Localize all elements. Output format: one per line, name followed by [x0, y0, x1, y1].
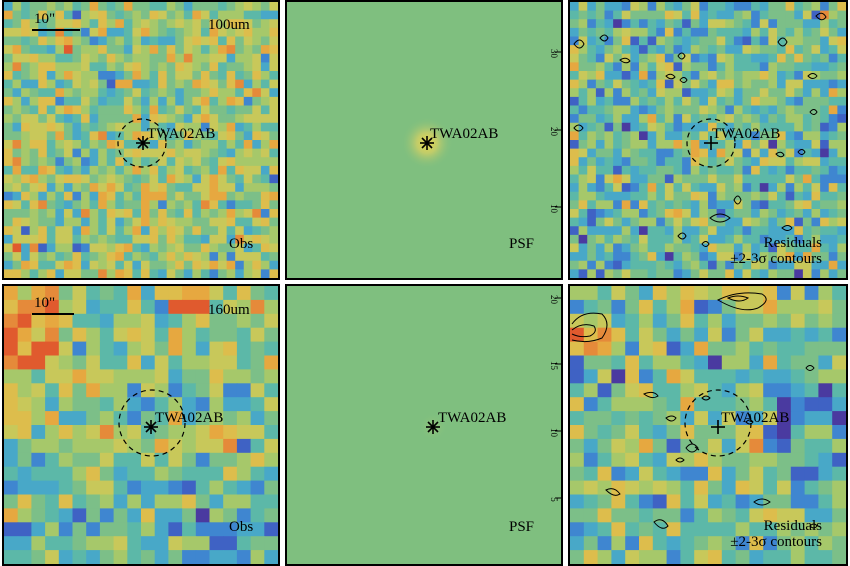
- band-label: 160um: [208, 302, 250, 318]
- scale-bar: [32, 313, 74, 315]
- panel-kind-label: Obs: [229, 519, 254, 535]
- psf-map-160um: [287, 286, 561, 564]
- tick-label: 20: [549, 295, 559, 304]
- panel-kind-label: PSF: [509, 519, 535, 535]
- contours-label: ±2-3σ contours: [730, 534, 822, 550]
- panel-kind-label: Obs: [229, 236, 254, 252]
- panel-kind-label: PSF: [509, 236, 535, 252]
- residuals-label: Residuals: [763, 518, 822, 534]
- scale-bar-label: 10": [34, 295, 56, 311]
- panel-100um-obs: 10" 100um TWA02AB Obs: [2, 0, 280, 280]
- scale-bar-label: 10": [34, 11, 56, 27]
- tick-label: 20: [549, 127, 559, 136]
- source-label: TWA02AB: [430, 126, 499, 142]
- source-label: TWA02AB: [721, 410, 790, 426]
- panel-100um-psf: 30 20 10 TWA02AB PSF: [285, 0, 563, 280]
- tick-label: 10: [549, 428, 559, 437]
- tick-label: 5: [548, 497, 559, 502]
- panel-160um-obs: 10" 160um TWA02AB Obs: [2, 284, 280, 566]
- scale-bar: [32, 29, 80, 31]
- panel-100um-residuals: TWA02AB Residuals ±2-3σ contours: [568, 0, 848, 280]
- panel-160um-psf: 20 15 10 5 TWA02AB PSF: [285, 284, 563, 566]
- obs-map-100um: [4, 2, 278, 278]
- source-label: TWA02AB: [712, 126, 781, 142]
- source-label: TWA02AB: [155, 410, 224, 426]
- tick-label: 15: [549, 361, 559, 370]
- psf-map-100um: [287, 2, 561, 278]
- tick-label: 10: [549, 204, 559, 213]
- residuals-label: Residuals: [763, 235, 822, 251]
- source-label: TWA02AB: [438, 410, 507, 426]
- source-label: TWA02AB: [147, 126, 216, 142]
- panel-160um-residuals: TWA02AB Residuals ±2-3σ contours: [568, 284, 848, 566]
- tick-label: 30: [549, 49, 559, 58]
- contours-label: ±2-3σ contours: [730, 251, 822, 267]
- band-label: 100um: [208, 17, 250, 33]
